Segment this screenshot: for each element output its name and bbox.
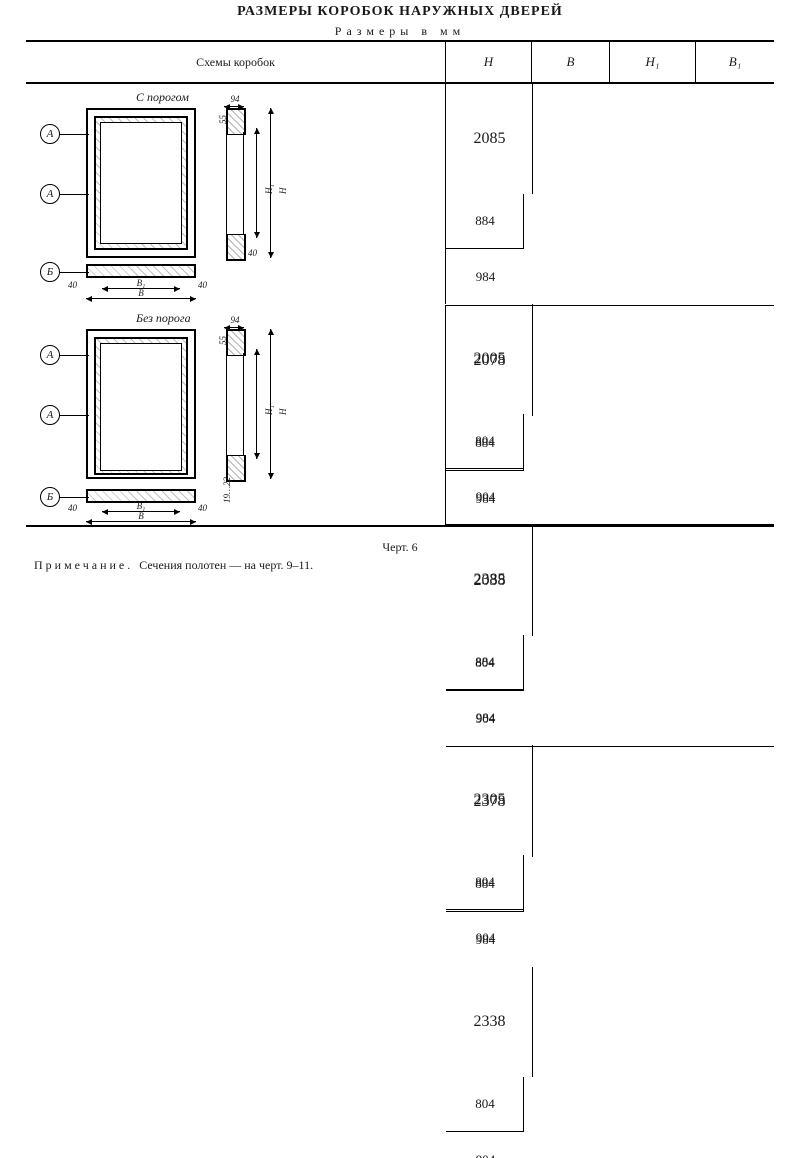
dim-B1-label: B₁ [126,501,156,511]
door-frame [86,108,196,258]
cell-B1: 804 [446,636,524,691]
door-opening [100,343,182,471]
dim-B-line [86,521,196,522]
group-with-sill: С порогом А [26,84,774,304]
col-H-header: H [446,42,532,82]
dim-H1-label: H₁ [264,184,274,194]
dim-H-line [270,108,271,258]
scheme-label: Без порога [136,311,191,326]
cell-B: 884 [446,857,524,912]
dim-B-label: B [126,511,156,521]
scheme-cell: С порогом А [26,84,446,304]
dim-94: 94 [224,315,246,325]
note-text: Сечения полотен — на черт. 9–11. [139,558,313,572]
group-no-sill: Без порога А А Б 55 94 [26,304,774,525]
section-mid [226,132,244,234]
cell-H: 2378 [446,747,533,857]
cell-B1: 904 [446,691,524,746]
col-B-header: B [532,42,610,82]
table-body: С порогом А [26,84,774,525]
callout-A2: А [40,184,60,204]
callout-A1: А [40,345,60,365]
table-header-row: Схемы коробок H B H₁ B₁ [26,42,774,84]
cell-B: 984 [446,249,524,304]
callout-B: Б [40,487,60,507]
dim-40-left: 40 [68,503,77,513]
section-top [226,329,246,356]
page: { "title": "РАЗМЕРЫ КОРОБОК НАРУЖНЫХ ДВЕ… [0,0,800,579]
dim-H1-line [256,128,257,238]
dim-H-label: H [278,188,288,195]
page-title: РАЗМЕРЫ КОРОБОК НАРУЖНЫХ ДВЕРЕЙ [0,4,800,20]
values-block: 2078 884 984 2038 804 904 2378 [446,305,774,525]
dim-94-arrow [224,106,244,107]
door-frame [86,329,196,479]
section-bot [226,234,246,261]
cell-H1: 2338 [446,967,533,1077]
scheme-label: С порогом [136,90,189,105]
dim-40-right: 40 [198,280,207,290]
note-prefix: Примечание. [34,558,133,572]
dim-55: 55 [218,115,228,124]
dim-H1-line [256,349,257,459]
dim-55: 55 [218,336,228,345]
door-opening [100,122,182,244]
dim-94-arrow [224,327,244,328]
value-row: 2078 884 984 2038 804 904 [446,306,774,747]
cell-B: 984 [446,471,524,526]
front-view [86,329,196,479]
dim-40-left: 40 [68,280,77,290]
cell-H: 2085 [446,84,533,194]
dimensions-table: Схемы коробок H B H₁ B₁ С порогом [26,40,774,527]
section-top [226,108,246,135]
front-view [86,108,196,258]
values-block: 2085 884 984 2005 804 904 2385 [446,84,774,304]
dim-gap: 19…22 [222,477,232,503]
figure-label: Черт. 6 [0,540,800,555]
col-B1-header: B₁ [696,42,774,82]
page-subtitle: Размеры в мм [0,24,800,39]
callout-B: Б [40,262,60,282]
cell-H: 2078 [446,306,533,416]
callout-A1: А [40,124,60,144]
dim-B-line [86,298,196,299]
dim-40-right: 40 [198,503,207,513]
dim-94: 94 [224,94,246,104]
dim-H1-label: H₁ [264,405,274,415]
dim-40-bot: 40 [248,248,257,258]
section-mid [226,353,244,455]
dim-B1-label: B₁ [126,278,156,288]
cell-B: 884 [446,194,524,249]
scheme-cell: Без порога А А Б 55 94 [26,305,446,525]
dim-H-label: H [278,409,288,416]
dim-B-label: B [126,288,156,298]
col-H1-header: H₁ [610,42,696,82]
cell-B: 884 [446,416,524,471]
cell-B1: 904 [446,1132,524,1158]
door-sill [86,264,196,278]
cell-B1: 804 [446,1077,524,1132]
value-row: 2378 884 984 2338 804 904 [446,747,774,1158]
dim-H-line [270,329,271,479]
cell-B: 984 [446,912,524,967]
col-scheme-header: Схемы коробок [26,42,446,82]
note: Примечание. Сечения полотен — на черт. 9… [34,558,313,573]
callout-A2: А [40,405,60,425]
